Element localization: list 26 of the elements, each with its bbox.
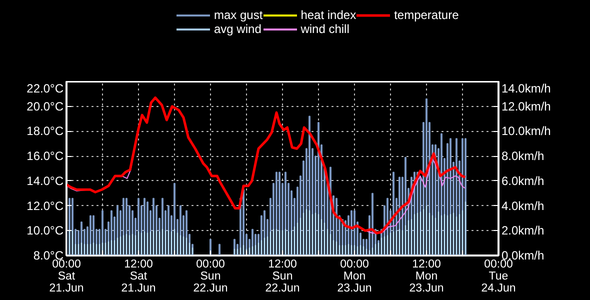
y-tick-label: 12.0°C bbox=[26, 198, 64, 213]
legend-label: avg wind bbox=[214, 22, 262, 36]
y2-tick-label: 12.0km/h bbox=[502, 99, 551, 114]
legend-label: heat index bbox=[300, 8, 356, 22]
x-tick-label: 12:00 Mon 23.Jun bbox=[409, 258, 444, 294]
y-tick-label: 22.0°C bbox=[26, 82, 64, 96]
legend-label: temperature bbox=[394, 8, 459, 22]
y-tick-label: 20.0°C bbox=[26, 99, 64, 114]
legend-label: max gust bbox=[214, 8, 263, 22]
x-tick-label: 00:00 Tue 24.Jun bbox=[481, 258, 516, 294]
x-tick-label: 12:00 Sun 22.Jun bbox=[265, 258, 300, 294]
legend-label: wind chill bbox=[300, 22, 350, 36]
y2-tick-label: 14.0km/h bbox=[502, 82, 551, 96]
y2-tick-label: 2.0km/h bbox=[502, 224, 544, 238]
y2-tick-label: 8.0km/h bbox=[502, 149, 544, 164]
x-tick-label: 12:00 Sat 21.Jun bbox=[121, 258, 156, 294]
y2-tick-label: 6.0km/h bbox=[502, 174, 544, 188]
y-tick-label: 10.0°C bbox=[26, 224, 64, 238]
x-tick-label: 00:00 Sat 21.Jun bbox=[49, 258, 84, 294]
y-tick-label: 18.0°C bbox=[26, 124, 64, 138]
x-tick-label: 00:00 Sun 22.Jun bbox=[193, 258, 228, 294]
y2-tick-label: 4.0km/h bbox=[502, 198, 544, 213]
y2-tick-label: 10.0km/h bbox=[502, 124, 551, 138]
x-tick-label: 00:00 Mon 23.Jun bbox=[337, 258, 372, 294]
y-tick-label: 16.0°C bbox=[26, 149, 64, 164]
y-tick-label: 14.0°C bbox=[26, 174, 64, 188]
